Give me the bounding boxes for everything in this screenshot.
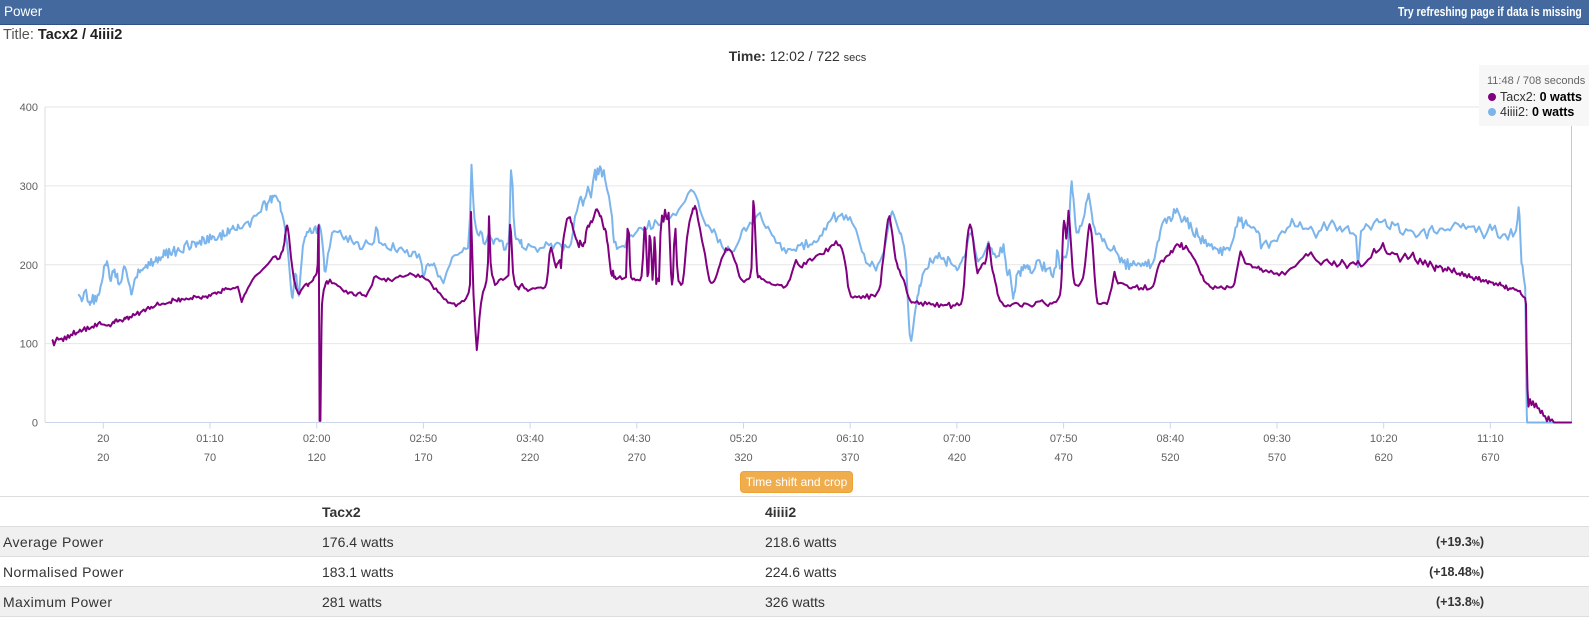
svg-text:02:50: 02:50 <box>410 433 438 445</box>
svg-text:300: 300 <box>20 181 38 193</box>
svg-text:01:10: 01:10 <box>196 433 224 445</box>
svg-text:220: 220 <box>521 452 539 464</box>
svg-text:100: 100 <box>20 339 38 351</box>
svg-text:670: 670 <box>1481 452 1499 464</box>
svg-text:03:40: 03:40 <box>516 433 544 445</box>
svg-text:02:00: 02:00 <box>303 433 331 445</box>
svg-text:270: 270 <box>628 452 646 464</box>
svg-text:04:30: 04:30 <box>623 433 651 445</box>
svg-text:70: 70 <box>204 452 216 464</box>
svg-text:06:10: 06:10 <box>836 433 864 445</box>
svg-text:370: 370 <box>841 452 859 464</box>
svg-text:620: 620 <box>1375 452 1393 464</box>
svg-text:20: 20 <box>97 452 109 464</box>
svg-text:200: 200 <box>20 260 38 272</box>
svg-text:570: 570 <box>1268 452 1286 464</box>
svg-text:05:20: 05:20 <box>730 433 758 445</box>
svg-text:08:40: 08:40 <box>1157 433 1185 445</box>
svg-text:10:20: 10:20 <box>1370 433 1398 445</box>
svg-text:09:30: 09:30 <box>1263 433 1291 445</box>
svg-text:11:10: 11:10 <box>1477 433 1504 445</box>
svg-text:07:00: 07:00 <box>943 433 971 445</box>
svg-text:520: 520 <box>1161 452 1179 464</box>
svg-text:07:50: 07:50 <box>1050 433 1078 445</box>
svg-text:420: 420 <box>948 452 966 464</box>
svg-text:400: 400 <box>20 102 38 114</box>
svg-text:20: 20 <box>97 433 109 445</box>
svg-text:120: 120 <box>308 452 326 464</box>
svg-text:0: 0 <box>32 418 38 430</box>
svg-text:320: 320 <box>734 452 752 464</box>
svg-text:170: 170 <box>414 452 432 464</box>
svg-text:470: 470 <box>1054 452 1072 464</box>
